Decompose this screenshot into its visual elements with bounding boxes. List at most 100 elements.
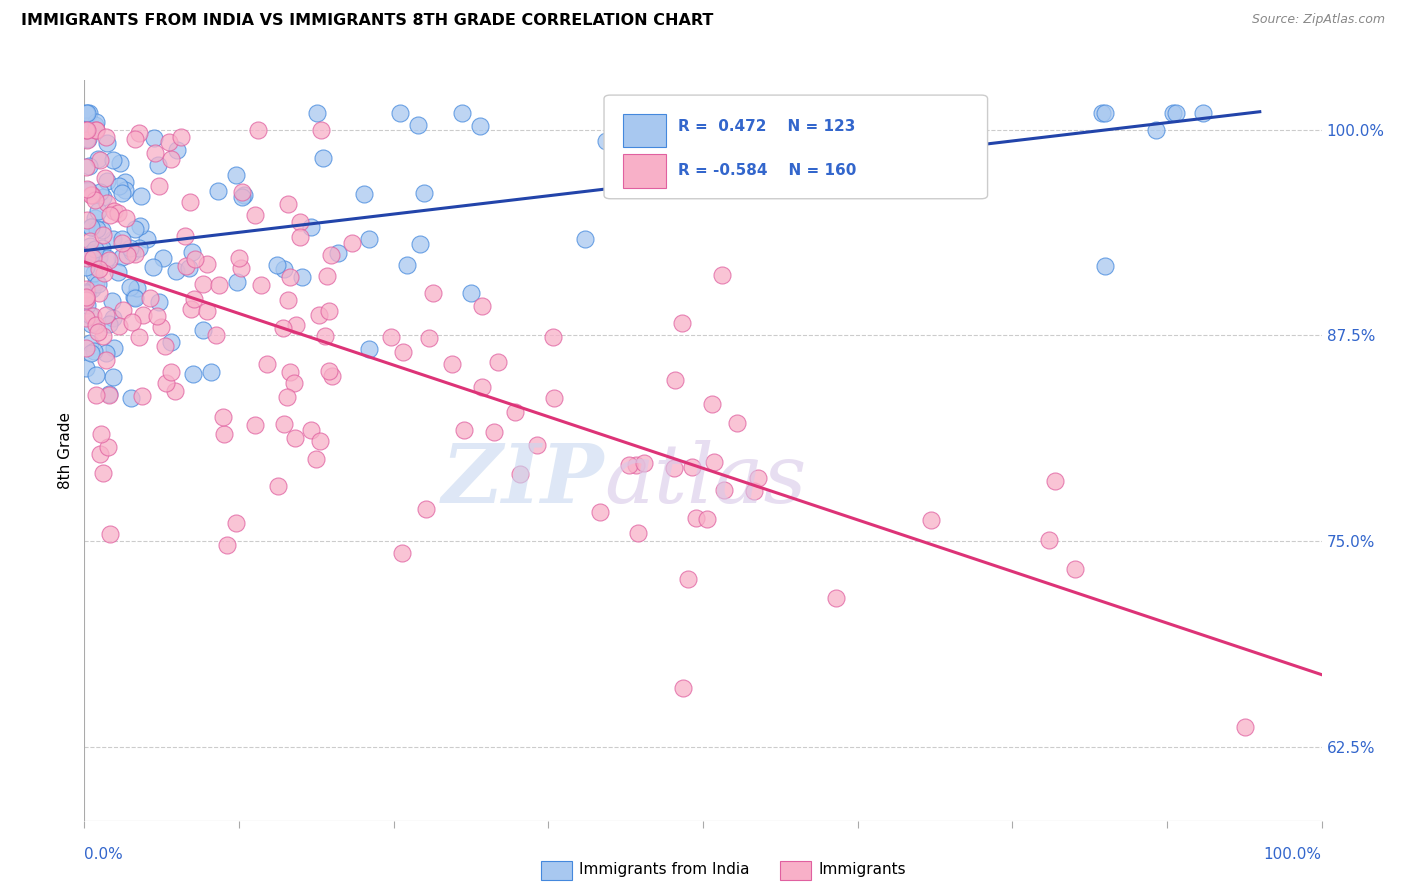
Point [146,309,169,323]
Point [1192,106,1215,120]
Point [700,106,723,120]
Point [143,131,166,145]
FancyBboxPatch shape [605,95,987,199]
Point [422,286,444,301]
Text: Source: ZipAtlas.com: Source: ZipAtlas.com [1251,13,1385,27]
Point [107,206,129,220]
Point [90,241,112,255]
Point [266,479,288,493]
Point [271,320,294,334]
Point [84,122,107,136]
Point [166,143,188,157]
Point [284,431,307,445]
Point [231,186,253,200]
Point [285,318,308,332]
Point [87,325,110,339]
Point [179,194,201,209]
Point [181,367,204,381]
Point [318,304,340,318]
Point [340,235,363,250]
Point [920,513,942,527]
Point [75,361,97,376]
Text: R = -0.584    N = 160: R = -0.584 N = 160 [678,163,856,178]
Point [299,423,322,437]
Point [79,234,101,248]
Point [84,318,107,333]
Point [125,280,148,294]
Point [471,299,494,313]
Point [453,423,475,437]
Point [246,122,269,136]
Point [89,447,111,461]
Point [124,132,146,146]
Point [75,285,97,299]
Point [391,546,413,560]
Point [460,286,482,301]
Point [825,591,848,606]
Point [79,308,101,322]
Point [879,169,901,184]
Text: IMMIGRANTS FROM INDIA VS IMMIGRANTS 8TH GRADE CORRELATION CHART: IMMIGRANTS FROM INDIA VS IMMIGRANTS 8TH … [21,13,713,29]
Point [526,438,548,452]
Point [243,208,266,222]
Point [231,190,253,204]
Point [152,251,174,265]
Point [128,330,150,344]
Point [124,291,146,305]
Point [84,194,107,208]
Point [256,357,278,371]
Point [205,327,228,342]
Point [700,396,723,410]
Point [184,252,207,267]
Point [128,126,150,140]
Point [87,152,110,166]
Point [195,256,218,270]
Point [226,276,249,290]
Point [75,282,97,296]
Point [82,251,104,265]
Point [170,130,193,145]
Point [91,227,114,242]
Point [79,239,101,253]
Point [681,460,703,475]
Point [217,538,239,552]
Point [671,316,693,330]
Point [1144,123,1167,137]
Point [233,188,256,202]
Point [685,511,707,525]
Point [278,270,301,285]
Text: atlas: atlas [605,440,807,520]
Point [120,391,142,405]
Point [76,297,98,311]
Point [277,293,299,308]
Point [89,185,111,199]
Point [76,212,98,227]
Point [75,291,97,305]
Point [225,168,247,182]
Point [505,405,527,419]
Point [97,317,120,331]
Text: 100.0%: 100.0% [1264,847,1322,862]
Point [484,425,506,440]
Point [112,303,135,318]
Point [624,458,647,472]
Point [195,303,218,318]
Point [357,232,380,246]
Point [380,330,402,344]
Point [83,344,105,359]
Point [96,173,118,187]
Point [98,208,121,222]
Point [135,232,157,246]
Point [155,376,177,391]
Point [84,387,107,401]
Point [121,244,143,259]
Point [75,119,97,133]
Point [678,119,700,133]
Point [211,409,233,424]
Point [290,230,312,244]
Point [89,261,111,276]
Point [80,219,103,234]
Point [315,269,337,284]
Point [87,203,110,218]
Bar [623,154,666,187]
